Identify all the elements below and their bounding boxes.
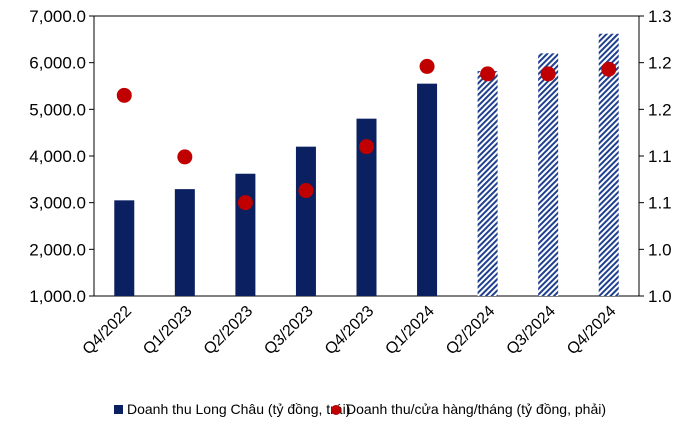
revenue-per-store-point [480,66,496,82]
right-tick-label: 1.3 [648,7,672,26]
revenue-bar [417,83,438,297]
category-label: Q4/2023 [322,303,377,358]
right-axis: 1.0 1.0 1.1 1.1 1.2 1.2 1.3 [639,7,672,306]
category-label: Q2/2024 [443,303,498,358]
x-axis: Q4/2022 Q1/2023 Q2/2023 Q3/2023 Q4/2023 Q1/20… [80,303,620,358]
left-tick-label: 6,000.0 [29,54,86,73]
left-tick-label: 4,000.0 [29,147,86,166]
category-label: Q3/2023 [261,303,316,358]
category-label: Q4/2022 [80,303,135,358]
right-tick-label: 1.0 [648,287,672,306]
plot-area [93,15,640,297]
revenue-bar [356,118,377,297]
revenue-bar [295,146,316,296]
legend: Doanh thu Long Châu (tỷ đồng, trái) Doan… [114,401,606,417]
category-label: Q4/2024 [564,303,619,358]
right-tick-label: 1.1 [648,147,672,166]
legend-label-bar: Doanh thu Long Châu (tỷ đồng, trái) [127,401,350,417]
left-tick-label: 2,000.0 [29,240,86,259]
left-tick-label: 1,000.0 [29,287,86,306]
legend-swatch-bar [114,405,123,414]
legend-label-dot: Doanh thu/cửa hàng/tháng (tỷ đồng, phải) [346,401,606,417]
category-label: Q1/2024 [382,303,437,358]
forecast-bar [477,71,498,296]
revenue-per-store-point [116,87,132,103]
forecast-bar [598,33,619,296]
category-label: Q1/2023 [140,303,195,358]
forecast-bar [538,53,559,297]
revenue-per-store-point [419,58,435,74]
left-axis: 1,000.0 2,000.0 3,000.0 4,000.0 5,000.0 6,000… [29,7,94,306]
category-label: Q3/2024 [504,303,559,358]
revenue-bar [235,173,256,296]
legend-swatch-dot [331,405,341,415]
right-tick-label: 1.1 [648,194,672,213]
revenue-per-store-point [177,149,193,165]
revenue-per-store-point [298,183,314,199]
right-tick-label: 1.2 [648,54,672,73]
revenue-bar [114,200,135,296]
revenue-per-store-point [601,61,617,77]
right-tick-label: 1.0 [648,240,672,259]
left-tick-label: 5,000.0 [29,100,86,119]
category-label: Q2/2023 [201,303,256,358]
revenue-bar [174,189,195,296]
left-tick-label: 7,000.0 [29,7,86,26]
revenue-per-store-point [237,195,253,211]
revenue-per-store-point [359,139,374,155]
revenue-per-store-point [540,66,556,82]
right-tick-label: 1.2 [648,100,672,119]
left-tick-label: 3,000.0 [29,194,86,213]
